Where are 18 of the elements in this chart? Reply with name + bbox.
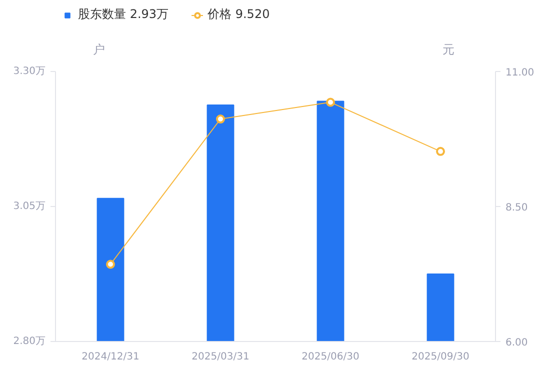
point: [326, 98, 335, 107]
point: [216, 114, 225, 124]
y2-tick-label: 11.00: [506, 68, 534, 78]
legend-label: 股东数量 2.93万: [78, 6, 169, 23]
x-tick-label: 2025/09/30: [412, 352, 470, 362]
y-axis-title: 户: [93, 42, 106, 56]
y-tick-label: 3.05万: [13, 201, 46, 212]
y2-tick-label: 8.50: [506, 202, 528, 214]
y2-tick-label: 6.00: [506, 338, 528, 348]
y-tick-label: 3.30万: [13, 66, 46, 77]
point: [106, 260, 115, 269]
x-tick-label: 2025/06/30: [302, 352, 360, 362]
y2-axis-title: 元: [442, 42, 455, 56]
y-tick-label: 2.80万: [13, 336, 46, 347]
x-tick-label: 2025/03/31: [192, 352, 250, 362]
x-tick-label: 2024/12/31: [82, 352, 140, 362]
legend-label: 价格 9.520: [208, 6, 270, 23]
point: [436, 146, 445, 156]
